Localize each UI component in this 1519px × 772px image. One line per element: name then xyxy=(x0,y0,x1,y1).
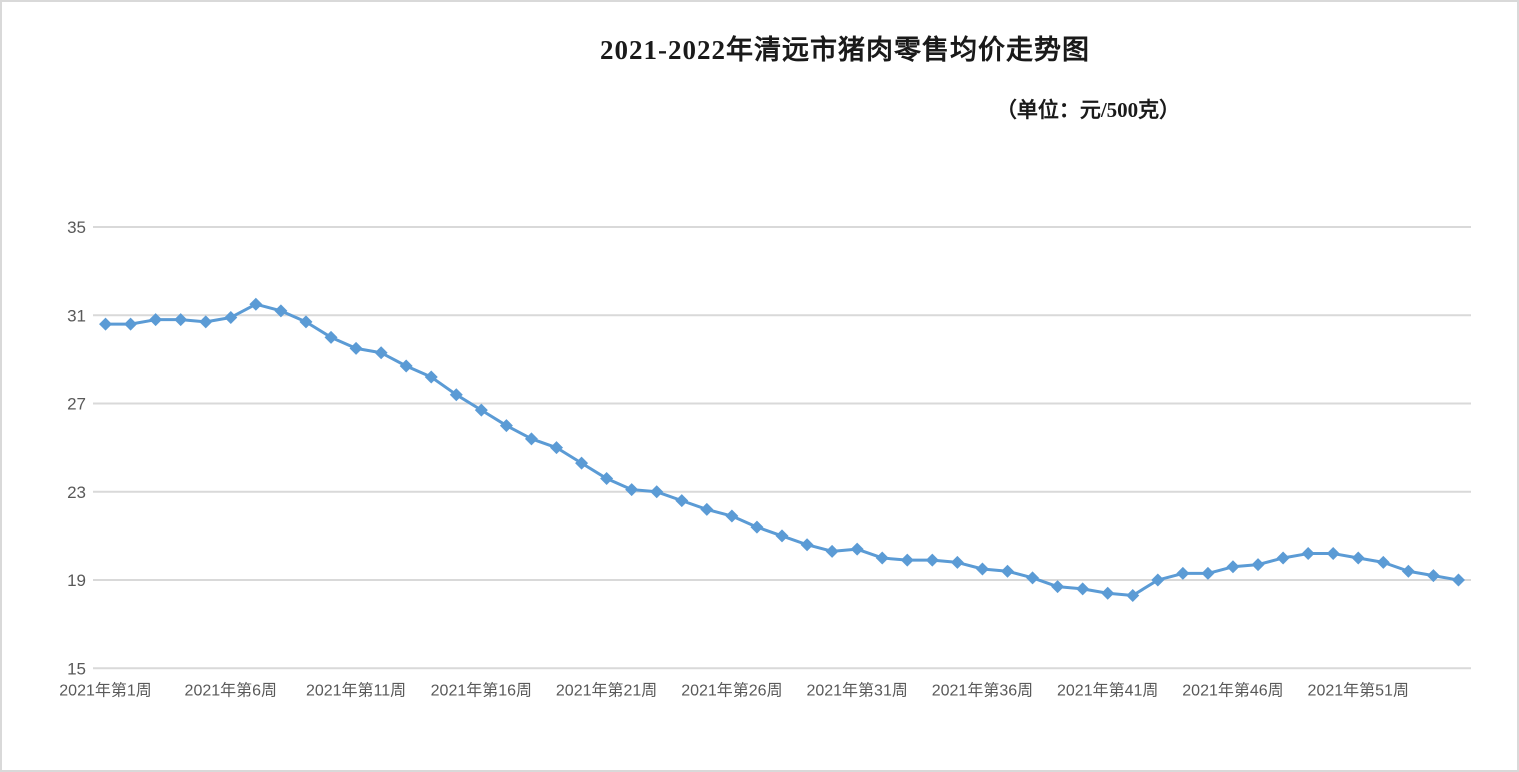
data-point-marker xyxy=(1376,555,1390,569)
data-point-marker xyxy=(1326,547,1340,561)
data-point-marker xyxy=(1176,566,1190,580)
data-point-marker xyxy=(600,472,614,486)
data-point-marker xyxy=(349,341,363,355)
data-point-marker xyxy=(224,310,238,324)
data-point-marker xyxy=(825,544,839,558)
y-tick-27: 27 xyxy=(67,395,86,414)
x-tick-36: 2021年第36周 xyxy=(932,681,1033,699)
data-point-marker xyxy=(1451,573,1465,587)
x-tick-11: 2021年第11周 xyxy=(306,681,406,699)
data-point-markers xyxy=(99,297,1465,602)
data-point-marker xyxy=(124,317,138,331)
data-point-marker xyxy=(650,485,664,499)
data-point-marker xyxy=(424,370,438,384)
data-point-marker xyxy=(1201,566,1215,580)
x-tick-16: 2021年第16周 xyxy=(431,681,532,699)
data-point-marker xyxy=(1151,573,1165,587)
data-point-marker xyxy=(1000,564,1014,578)
y-tick-31: 31 xyxy=(67,306,86,325)
x-tick-46: 2021年第46周 xyxy=(1182,681,1283,699)
data-point-marker xyxy=(725,509,739,523)
data-point-marker xyxy=(900,553,914,567)
x-tick-21: 2021年第21周 xyxy=(556,681,657,699)
data-point-marker xyxy=(675,494,689,508)
x-tick-31: 2021年第31周 xyxy=(806,681,907,699)
data-point-marker xyxy=(299,315,313,329)
data-point-marker xyxy=(1076,582,1090,596)
data-point-marker xyxy=(374,346,388,360)
chart-title: 2021-2022年清远市猪肉零售均价走势图 xyxy=(600,35,1090,65)
y-tick-23: 23 xyxy=(67,483,86,502)
data-point-marker xyxy=(449,388,463,402)
data-point-marker xyxy=(174,313,188,327)
price-series-line xyxy=(104,302,1460,597)
data-point-marker xyxy=(324,330,338,344)
data-point-marker xyxy=(800,538,814,552)
data-point-marker xyxy=(625,483,639,497)
data-point-marker xyxy=(700,502,714,516)
data-point-marker xyxy=(750,520,764,534)
x-tick-6: 2021年第6周 xyxy=(185,681,278,699)
x-tick-1: 2021年第1周 xyxy=(59,681,152,699)
chart-unit-label: （单位：元/500克） xyxy=(995,98,1181,122)
data-point-marker xyxy=(575,456,589,470)
data-point-marker xyxy=(199,315,213,329)
x-axis-tick-labels: 2021年第1周 2021年第6周 2021年第11周 2021年第16周 2021年第… xyxy=(59,681,1409,699)
data-point-marker xyxy=(1401,564,1415,578)
data-point-marker xyxy=(1301,547,1315,561)
data-point-marker xyxy=(99,317,113,331)
data-point-marker xyxy=(950,555,964,569)
data-point-marker xyxy=(1051,580,1065,594)
y-axis-tick-labels: 35 31 27 23 19 15 xyxy=(67,218,86,678)
data-point-marker xyxy=(524,432,538,446)
data-point-marker xyxy=(249,297,263,311)
data-point-marker xyxy=(499,419,513,433)
data-point-marker xyxy=(399,359,413,373)
data-point-marker xyxy=(925,553,939,567)
data-point-marker xyxy=(775,529,789,543)
data-point-marker xyxy=(1226,560,1240,574)
data-point-marker xyxy=(474,403,488,417)
data-point-marker xyxy=(1101,586,1115,600)
data-point-marker xyxy=(875,551,889,565)
data-point-marker xyxy=(1426,569,1440,583)
y-tick-15: 15 xyxy=(67,659,86,678)
data-point-marker xyxy=(850,542,864,556)
data-point-marker xyxy=(1276,551,1290,565)
data-point-marker xyxy=(975,562,989,576)
data-point-marker xyxy=(149,313,163,327)
data-point-marker xyxy=(1126,588,1140,602)
x-tick-41: 2021年第41周 xyxy=(1057,681,1158,699)
data-point-marker xyxy=(1351,551,1365,565)
x-tick-26: 2021年第26周 xyxy=(681,681,782,699)
horizontal-gridlines xyxy=(93,226,1471,670)
y-tick-19: 19 xyxy=(67,571,86,590)
data-point-marker xyxy=(274,304,288,318)
x-tick-51: 2021年第51周 xyxy=(1308,681,1409,699)
data-point-marker xyxy=(550,441,564,455)
data-point-marker xyxy=(1251,558,1265,572)
y-tick-35: 35 xyxy=(67,218,86,237)
data-point-marker xyxy=(1026,571,1040,585)
